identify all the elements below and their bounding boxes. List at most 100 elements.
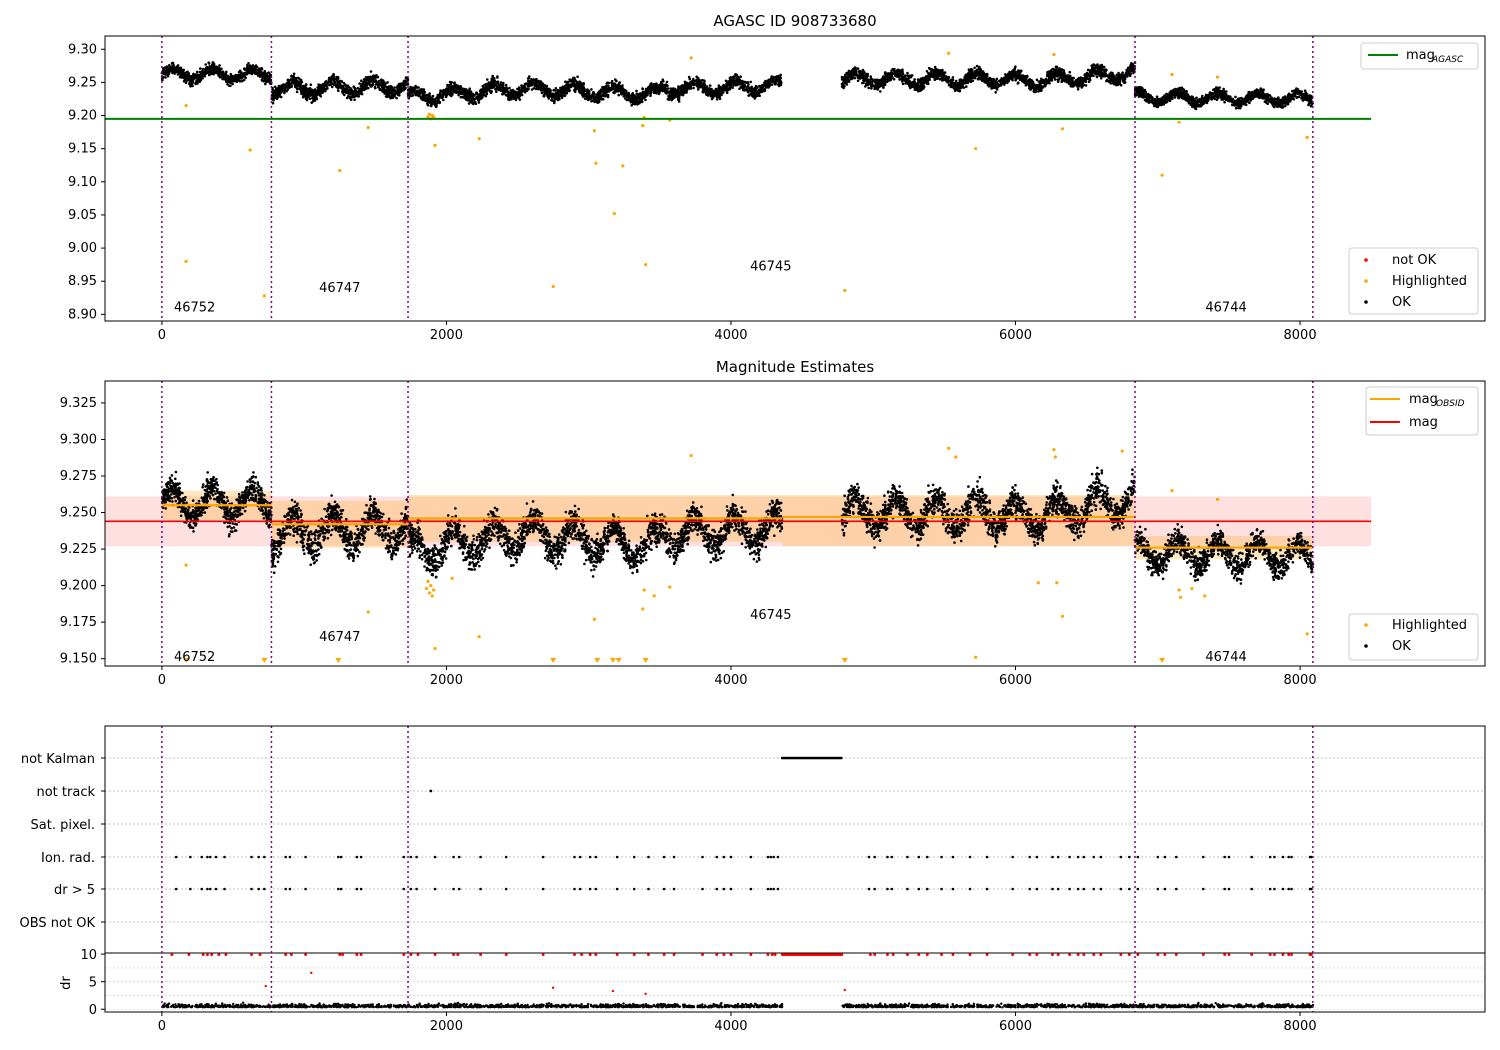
agasc-ok-point-682 — [223, 75, 227, 79]
agasc-ok-point-4529 — [890, 69, 893, 73]
agasc-ok-point-1532 — [337, 82, 341, 85]
agasc-ok-point-3168 — [610, 85, 614, 89]
agasc-ok-point-3178 — [536, 80, 540, 84]
agasc-ok-point-2338 — [519, 89, 523, 93]
agasc-ok-point-2874 — [635, 92, 639, 95]
agasc-ok-point-314 — [264, 82, 267, 86]
agasc-ok-point-3977 — [901, 82, 905, 86]
agasc-ok-point-1552 — [395, 90, 399, 94]
agasc-ok-point-4805 — [947, 75, 951, 79]
agasc-ok-point-1506 — [302, 90, 306, 93]
agasc-ok-point-566 — [191, 84, 194, 88]
agasc-ok-point-666 — [265, 75, 269, 78]
agasc-ok-point-825 — [337, 89, 340, 93]
agasc-ok-point-261 — [201, 67, 205, 71]
agasc-ok-point-4577 — [992, 77, 995, 81]
agasc-ok-point-3022 — [603, 92, 606, 95]
agasc-ok-point-3016 — [531, 79, 535, 83]
agasc-ok-point-3873 — [721, 90, 725, 94]
agasc-ok-point-617 — [201, 74, 204, 78]
agasc-ok-point-642 — [181, 70, 185, 74]
agasc-ok-point-3601 — [714, 88, 718, 92]
agasc-ok-point-243 — [243, 75, 246, 78]
agasc-ok-point-4968 — [963, 75, 967, 78]
agasc-ok-point-4208 — [856, 79, 860, 83]
agasc-ok-point-3110 — [650, 83, 653, 87]
agasc-ok-point-3083 — [564, 80, 567, 83]
agasc-ok-point-2241 — [464, 92, 468, 96]
agasc-ok-point-3167 — [616, 88, 619, 91]
agasc-ok-point-4171 — [906, 71, 909, 75]
agasc-ok-point-884 — [371, 81, 375, 84]
agasc-ok-point-1350 — [384, 95, 388, 98]
agasc-ok-point-3130 — [572, 82, 576, 86]
agasc-ok-point-4850 — [862, 81, 865, 84]
agasc-ok-point-1545 — [321, 85, 324, 89]
agasc-ok-point-3123 — [572, 76, 575, 80]
agasc-ok-point-3960 — [665, 84, 669, 88]
agasc-ok-point-4986 — [936, 70, 939, 74]
agasc-ok-point-3170 — [593, 100, 596, 104]
agasc-ok-point-2316 — [421, 88, 425, 91]
agasc-ok-point-383 — [231, 82, 234, 86]
agasc-ok-point-3109 — [636, 103, 639, 106]
agasc-ok-point-3942 — [756, 90, 759, 93]
agasc-ok-point-3963 — [732, 81, 735, 85]
agasc-ok-point-1557 — [298, 77, 301, 81]
agasc-ok-point-3900 — [689, 84, 692, 88]
agasc-ok-point-677 — [231, 75, 235, 78]
agasc-ok-point-1514 — [358, 89, 361, 93]
agasc-ok-point-3919 — [747, 83, 750, 86]
agasc-ok-point-1495 — [290, 84, 293, 87]
agasc-ok-point-2293 — [510, 90, 513, 93]
agasc-ok-point-2226 — [448, 80, 452, 84]
agasc-ok-point-1276 — [358, 82, 361, 85]
agasc-ok-point-2236 — [485, 92, 489, 96]
agasc-ok-point-1520 — [368, 83, 372, 87]
agasc-ok-point-624 — [188, 75, 191, 79]
agasc-ok-point-668 — [235, 79, 238, 83]
agasc-ok-point-4963 — [930, 69, 934, 72]
agasc-ok-point-2006 — [417, 90, 421, 93]
agasc-ok-point-1540 — [382, 85, 386, 88]
agasc-ok-point-602 — [172, 66, 175, 69]
agasc-ok-point-3860 — [717, 90, 720, 93]
agasc-ok-point-4973 — [961, 79, 964, 82]
agasc-ok-point-3091 — [598, 98, 601, 101]
agasc-ok-point-679 — [196, 75, 200, 78]
agasc-ok-point-1399 — [378, 87, 382, 91]
agasc-ok-point-3062 — [566, 86, 569, 89]
agasc-ok-point-1396 — [332, 82, 335, 86]
agasc-ok-point-598 — [242, 72, 246, 75]
agasc-ok-point-1564 — [402, 87, 406, 90]
agasc-ok-point-4736 — [951, 76, 955, 79]
agasc-ok-point-2136 — [448, 93, 452, 97]
agasc-ok-point-2358 — [524, 87, 528, 90]
agasc-ok-point-3962 — [717, 84, 721, 87]
agasc-ok-point-2350 — [504, 83, 508, 87]
agasc-ok-point-4843 — [941, 77, 945, 81]
agasc-ok-point-3139 — [554, 96, 558, 99]
agasc-ok-point-3126 — [613, 85, 616, 88]
agasc-ok-point-3922 — [731, 86, 734, 89]
agasc-ok-point-2986 — [543, 93, 546, 97]
agasc-ok-point-3176 — [573, 79, 577, 83]
agasc-ok-point-4980 — [949, 81, 953, 84]
agasc-ok-point-4910 — [932, 71, 936, 75]
agasc-ok-point-2960 — [555, 91, 559, 94]
agasc-ok-point-4981 — [958, 83, 962, 86]
agasc-ok-point-488 — [247, 62, 250, 65]
agasc-ok-point-3173 — [602, 89, 606, 92]
agasc-ok-point-3851 — [715, 95, 719, 98]
agasc-ok-point-1487 — [386, 81, 389, 84]
agasc-ok-point-1926 — [520, 93, 524, 97]
agasc-ok-point-4938 — [989, 85, 992, 88]
agasc-ok-point-1522 — [373, 79, 377, 82]
agasc-ok-point-2329 — [489, 81, 492, 84]
agasc-ok-point-2094 — [508, 86, 511, 90]
agasc-ok-point-688 — [183, 75, 186, 79]
agasc-ok-point-687 — [240, 79, 244, 83]
agasc-ok-point-2280 — [449, 89, 452, 92]
agasc-ok-point-1493 — [353, 86, 357, 90]
agasc-ok-point-2342 — [481, 90, 484, 93]
